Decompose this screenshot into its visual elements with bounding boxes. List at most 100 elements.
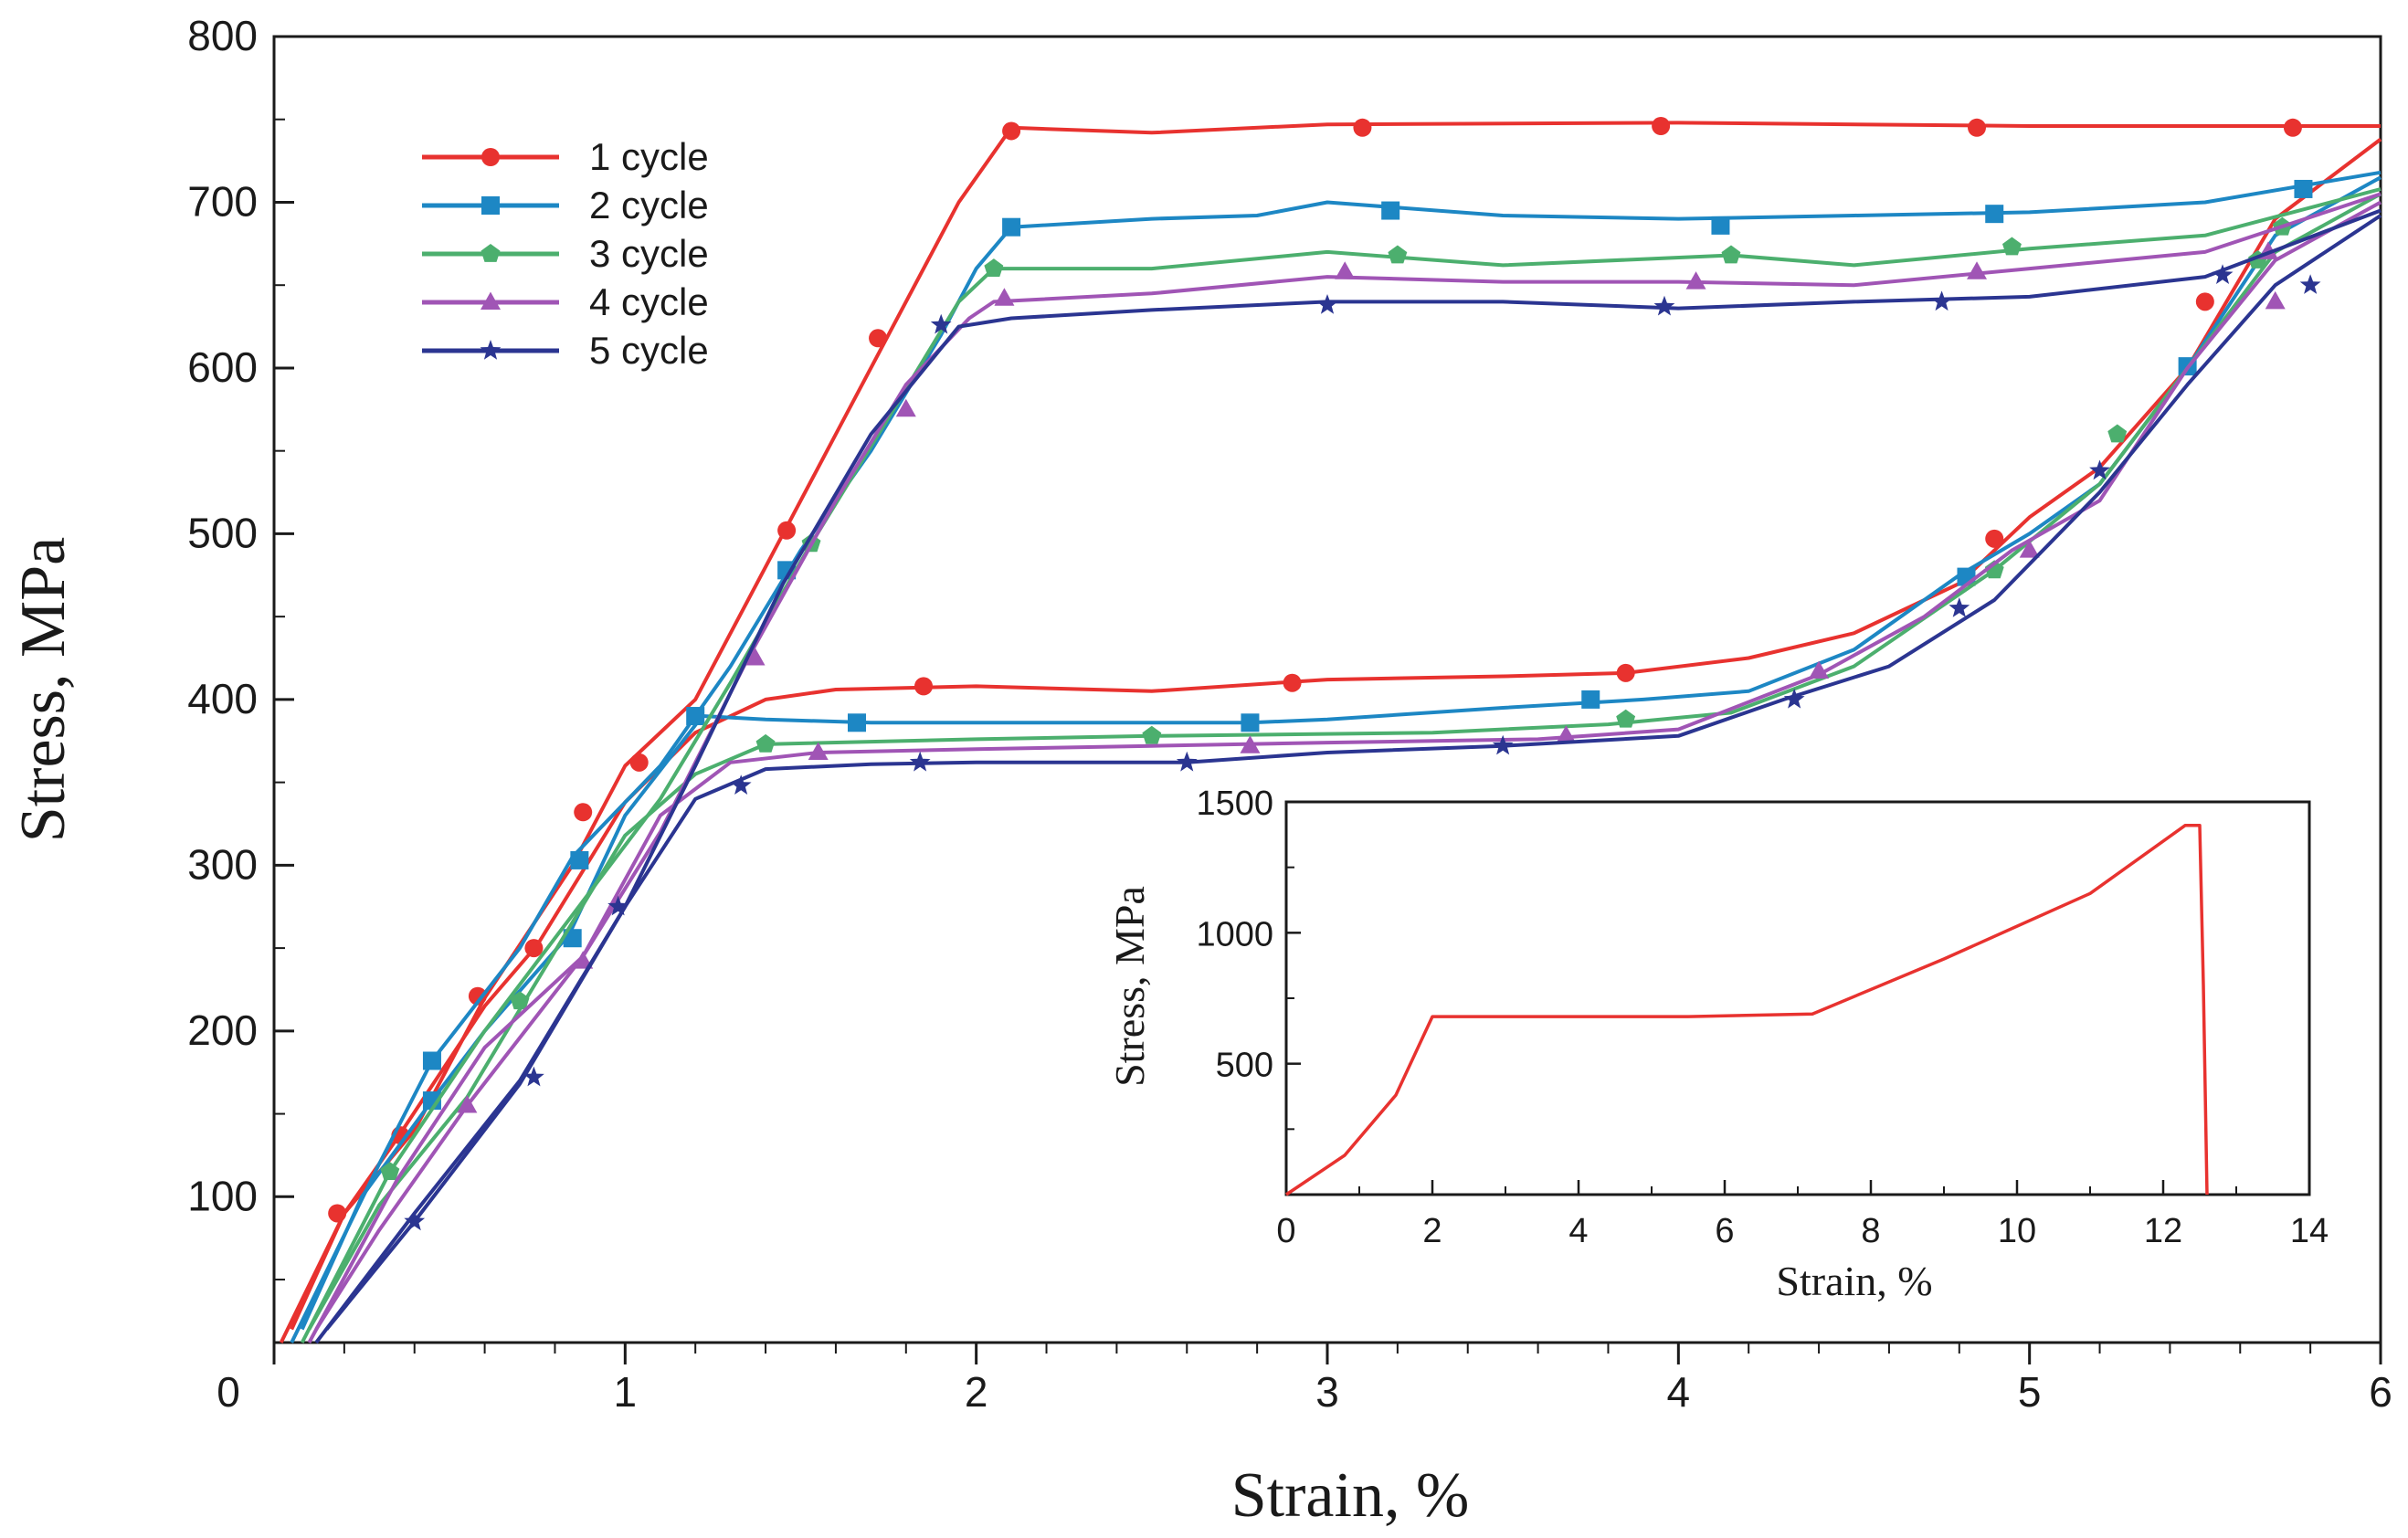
inset-y-axis: 500 1000 1500	[1196, 785, 1301, 1131]
x-tick-label: 2	[965, 1368, 988, 1416]
legend-marker	[481, 244, 501, 262]
series-5-cycle-marker	[2299, 274, 2321, 294]
series-4-cycle-marker	[457, 1094, 478, 1113]
series-5-cycle-marker	[523, 1066, 544, 1087]
series-5-cycle-marker	[930, 313, 952, 334]
series-3-cycle-marker	[2002, 237, 2022, 256]
series-5-cycle-marker	[1783, 688, 1805, 709]
series-3-cycle-marker	[755, 733, 776, 753]
series-2-cycle-marker	[1002, 217, 1021, 237]
inset-x-tick-label: 10	[1998, 1212, 2036, 1250]
inset-plot-frame	[1284, 800, 2311, 1196]
legend-marker	[480, 340, 502, 360]
series-2-cycle-unloading-line	[300, 175, 2382, 1331]
y-tick-label: 800	[187, 12, 258, 59]
series-1-cycle-marker	[1968, 118, 1987, 137]
series-3-cycle-marker	[1616, 709, 1636, 728]
series-4-cycle-marker	[1967, 261, 1988, 279]
main-y-axis: 100 200 300 400 500 600 700 800	[187, 12, 294, 1281]
series-2-cycle-marker	[422, 1051, 441, 1070]
inset-x-tick-label: 8	[1861, 1212, 1880, 1250]
series-2-cycle-marker	[686, 707, 705, 726]
series-4-cycle-marker	[1809, 660, 1830, 679]
series-3-cycle-marker	[380, 1162, 400, 1180]
legend-label: 2 cycle	[589, 184, 709, 226]
inset-x-axis: 0 2 4 6 8 10 12 14	[1276, 1180, 2329, 1250]
y-tick-label: 700	[187, 177, 258, 225]
series-4-cycle-marker	[1685, 271, 1706, 290]
series-2-cycle-marker	[1241, 713, 1260, 732]
series-2-cycle-marker	[563, 929, 582, 948]
series-1-cycle-marker	[2283, 118, 2302, 137]
series-1-cycle-marker	[869, 329, 888, 348]
series-2-cycle-marker	[1985, 205, 2004, 224]
main-chart: 100 200 300 400 500 6 0 0 700 800 0 1 2 3 4 5 6 Stress,…	[8, 12, 2392, 1531]
y-tick-label: 400	[187, 675, 258, 722]
x-tick-label: 3	[1315, 1368, 1339, 1416]
y-tick-label: 500	[187, 509, 258, 556]
series-2-cycle-marker	[2294, 179, 2313, 198]
series-5-cycle-marker	[1931, 290, 1952, 311]
x-tick-label: 4	[1667, 1368, 1691, 1416]
series-1-cycle-marker	[574, 803, 593, 822]
x-tick-label: 0	[217, 1368, 240, 1416]
series-3-cycle-unloading-line	[307, 192, 2382, 1331]
series-1-cycle-marker	[1283, 673, 1302, 692]
series-1-cycle-marker	[328, 1204, 347, 1223]
series-5-cycle-marker	[1949, 597, 1970, 617]
legend-marker	[481, 148, 500, 166]
legend-label: 3 cycle	[589, 232, 709, 275]
x-tick-label: 5	[2018, 1368, 2042, 1416]
x-tick-label: 6	[2369, 1368, 2392, 1416]
series-1-cycle-marker	[629, 753, 649, 772]
legend-label: 1 cycle	[589, 135, 709, 178]
inset-x-axis-label: Strain, %	[1776, 1258, 1932, 1304]
series-1-cycle-marker	[468, 986, 487, 1006]
main-y-axis-label: Stress, MPa	[8, 537, 79, 842]
main-x-axis: 0 1 2 3 4 5 6	[217, 1343, 2392, 1416]
series-4-cycle-marker	[2019, 540, 2040, 558]
series-1-cycle-marker	[1652, 116, 1671, 135]
inset-y-tick-label: 500	[1216, 1047, 1273, 1085]
series-4-cycle-marker	[2265, 290, 2286, 310]
series-5-cycle-unloading-line	[325, 214, 2382, 1331]
series-4-cycle-marker	[573, 951, 594, 969]
series-5-cycle-marker	[1176, 751, 1198, 772]
series-5-cycle-marker	[1316, 294, 1338, 314]
series-1-cycle-marker	[1985, 529, 2004, 548]
series-3-cycle-marker	[1984, 560, 2004, 579]
y-tick-label: 100	[187, 1172, 258, 1219]
series-2-cycle-marker	[847, 713, 866, 732]
series-5-cycle-marker	[1653, 295, 1675, 316]
inset-series-line	[1285, 824, 2209, 1196]
series-4-cycle-marker	[895, 398, 916, 417]
series-2-cycle-marker	[1581, 690, 1600, 709]
series-3-cycle-loading-line	[300, 187, 2382, 1343]
legend: 1 cycle 2 cycle 3 cycle 4 cycle 5 cycle	[422, 135, 709, 372]
series-5-cycle-marker	[909, 751, 931, 772]
inset-y-tick-label: 1000	[1196, 915, 1273, 953]
series-5-cycle-marker	[730, 774, 752, 795]
inset-x-tick-label: 14	[2290, 1212, 2329, 1250]
inset-y-tick-label: 1500	[1196, 785, 1273, 823]
inset-chart: 500 1000 1500 0 2 4 6 8 10 12 14 Stress, MPa Stra…	[1106, 785, 2329, 1304]
inset-x-tick-label: 0	[1276, 1212, 1295, 1250]
series-4-cycle-marker	[1556, 725, 1577, 743]
legend-marker	[481, 196, 500, 215]
inset-series-group	[1285, 824, 2209, 1196]
series-4-cycle-loading-line	[307, 192, 2382, 1343]
main-x-axis-label: Strain, %	[1231, 1460, 1470, 1531]
main-series-group	[279, 116, 2382, 1344]
series-2-cycle-marker	[1381, 201, 1400, 220]
legend-label: 4 cycle	[589, 280, 709, 323]
y-tick-label: 300	[187, 840, 258, 888]
y-tick-label: 200	[187, 1006, 258, 1054]
series-1-cycle-marker	[2195, 292, 2214, 311]
inset-y-axis-label: Stress, MPa	[1106, 886, 1153, 1087]
series-5-cycle-marker	[404, 1210, 426, 1231]
series-1-cycle-marker	[777, 521, 797, 540]
legend-marker	[481, 291, 501, 310]
series-3-cycle-marker	[1142, 725, 1162, 744]
series-4-cycle-marker	[808, 742, 829, 760]
x-tick-label: 1	[614, 1368, 638, 1416]
